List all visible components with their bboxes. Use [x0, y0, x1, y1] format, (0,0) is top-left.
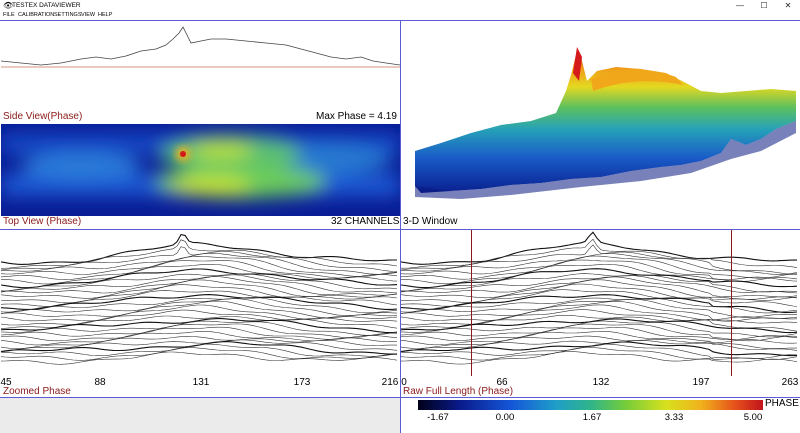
side-view-panel[interactable] — [1, 21, 400, 111]
channel-trace — [1, 252, 398, 275]
vertical-divider — [400, 21, 401, 433]
channel-trace — [1, 336, 398, 349]
top-view-heatmap — [1, 124, 400, 216]
channel-trace — [1, 331, 398, 346]
colorbar-tick-2: 1.67 — [582, 412, 602, 423]
phase-colorbar — [418, 400, 763, 410]
channel-trace — [1, 294, 398, 310]
raw-full-length-panel[interactable] — [401, 230, 800, 376]
menu-help[interactable]: HELP — [98, 12, 113, 18]
title-bar: 👁 TESTEX DATAVIEWER — ☐ ✕ — [0, 0, 800, 11]
channel-trace — [1, 339, 398, 352]
zoomed-phase-label: Zoomed Phase — [3, 386, 71, 397]
menu-file[interactable]: FILE — [3, 12, 15, 18]
colorbar-tick-4: 5.00 — [743, 412, 763, 423]
horizontal-divider-top — [0, 20, 800, 21]
channel-trace — [401, 231, 797, 265]
raw-full-length-traces — [401, 231, 798, 365]
zoomed-phase-traces — [1, 233, 398, 365]
status-area — [0, 398, 400, 433]
channel-trace — [1, 347, 397, 361]
menu-bar: FILE CALIBRATION SETTINGS VIEW HELP — [0, 11, 800, 20]
channel-trace — [1, 298, 398, 316]
channel-trace — [401, 294, 798, 314]
channel-trace — [1, 297, 398, 314]
zoomed-phase-panel[interactable] — [1, 230, 400, 376]
channel-trace — [1, 351, 398, 365]
channel-trace — [1, 320, 398, 336]
channel-trace — [1, 233, 397, 265]
channel-trace — [401, 340, 798, 352]
colorbar-tick-3: 3.33 — [664, 412, 684, 423]
zoomed-tick-4: 216 — [381, 377, 399, 388]
channel-trace — [1, 318, 398, 334]
zoomed-tick-3: 173 — [293, 377, 311, 388]
three-d-label: 3-D Window — [403, 216, 458, 227]
zoomed-tick-0: 45 — [0, 377, 12, 388]
side-view-trace — [1, 26, 400, 66]
colorbar-tick-0: -1.67 — [427, 412, 449, 423]
eye-icon: 👁 — [3, 1, 14, 10]
left-cursor-line[interactable] — [471, 230, 472, 376]
max-phase-readout: Max Phase = 4.19 — [316, 111, 397, 122]
channel-trace — [401, 244, 798, 275]
horizontal-divider-bottom — [0, 397, 800, 398]
channel-trace — [1, 300, 398, 319]
three-d-surface — [415, 47, 796, 199]
colorbar-label: PHASE — [765, 398, 799, 409]
channel-trace — [1, 304, 398, 322]
channel-trace — [1, 260, 398, 280]
window-title: TESTEX DATAVIEWER — [12, 2, 81, 9]
channel-trace — [1, 343, 398, 357]
channel-trace — [1, 341, 398, 355]
surface-body — [415, 51, 796, 193]
menu-calibration[interactable]: CALIBRATION — [18, 12, 55, 18]
maximize-button[interactable]: ☐ — [760, 1, 768, 10]
channel-trace — [1, 276, 398, 296]
channel-trace — [1, 284, 398, 304]
raw-tick-3: 197 — [692, 377, 710, 388]
raw-tick-4: 263 — [781, 377, 799, 388]
raw-tick-1: 66 — [496, 377, 508, 388]
channel-trace — [401, 283, 798, 303]
channel-trace — [1, 268, 398, 289]
max-phase-spot — [180, 151, 186, 157]
channel-trace — [401, 238, 798, 269]
side-view-plot — [1, 26, 400, 68]
colorbar-tick-1: 0.00 — [495, 412, 515, 423]
menu-settings[interactable]: SETTINGS — [54, 12, 82, 18]
zoomed-tick-2: 131 — [192, 377, 210, 388]
channel-trace — [401, 343, 798, 360]
raw-full-length-label: Raw Full Length (Phase) — [403, 386, 514, 397]
horizontal-divider-middle — [0, 229, 800, 230]
raw-tick-2: 132 — [592, 377, 610, 388]
top-view-panel[interactable] — [1, 124, 400, 216]
minimize-button[interactable]: — — [736, 1, 744, 10]
side-view-label: Side View(Phase) — [3, 111, 83, 122]
channels-count: 32 CHANNELS — [331, 216, 400, 227]
menu-view[interactable]: VIEW — [81, 12, 96, 18]
three-d-panel[interactable] — [401, 21, 800, 216]
raw-tick-0: 0 — [401, 377, 407, 388]
close-button[interactable]: ✕ — [784, 1, 792, 10]
channel-trace — [1, 323, 398, 338]
channel-trace — [1, 309, 398, 326]
channel-trace — [1, 255, 398, 277]
channel-trace — [401, 327, 798, 341]
right-cursor-line[interactable] — [731, 230, 732, 376]
channel-trace — [1, 273, 398, 292]
top-view-label: Top View (Phase) — [3, 216, 82, 227]
zoomed-tick-1: 88 — [94, 377, 106, 388]
channel-trace — [1, 279, 398, 299]
